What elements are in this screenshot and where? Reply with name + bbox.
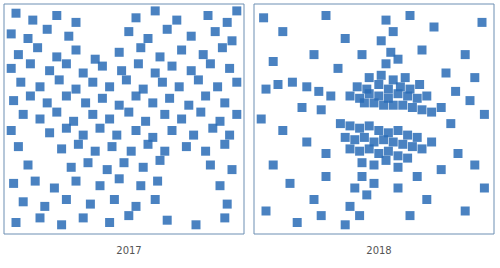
svg-text:2018: 2018 [366,245,391,256]
svg-text:2017: 2017 [116,245,141,256]
